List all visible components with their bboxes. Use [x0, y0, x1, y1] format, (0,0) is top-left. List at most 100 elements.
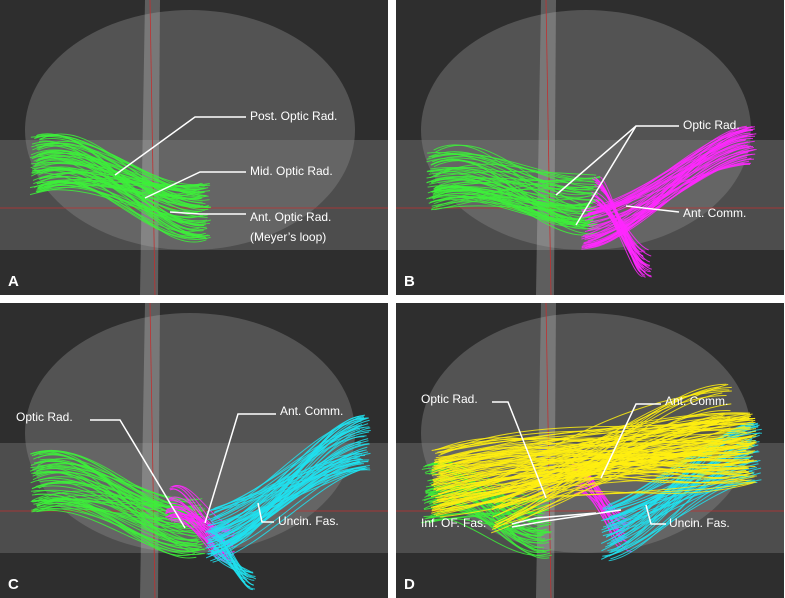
fiber: [430, 205, 591, 211]
structure-label: (Meyer’s loop): [250, 230, 326, 244]
panel: Optic Rad. Ant. Comm. Inf. OF. Fas. Uncin. …: [396, 302, 784, 598]
leader-line: [575, 125, 637, 226]
panel: Post. Optic Rad. Mid. Optic Rad. Ant. Opti…: [0, 0, 388, 296]
fiber: [421, 509, 550, 524]
fiber: [491, 410, 731, 531]
fiber: [586, 144, 748, 240]
fiber: [439, 417, 747, 454]
fiber: [37, 453, 206, 555]
fiber: [426, 494, 552, 524]
fiber: [30, 477, 203, 533]
fiber: [206, 443, 369, 545]
fiber: [494, 439, 723, 495]
structure-label: Ant. Comm.: [280, 404, 343, 418]
leader-line: [90, 419, 186, 529]
fiber: [439, 437, 749, 518]
panel-letter: A: [8, 273, 19, 290]
fiber: [33, 489, 201, 528]
fiber: [215, 549, 254, 574]
fiber: [36, 509, 206, 553]
panel: Optic Rad. Ant. Comm. Uncin. Fas. C: [0, 302, 388, 598]
fiber: [440, 437, 751, 457]
fiber: [596, 203, 652, 257]
fiber: [39, 500, 199, 537]
fiber: [426, 170, 594, 218]
fiber: [494, 389, 730, 496]
fiber: [426, 171, 597, 179]
fiber: [38, 181, 202, 233]
fiber: [211, 418, 365, 553]
fiber: [213, 420, 362, 519]
fiber: [31, 492, 199, 542]
fiber: [429, 166, 596, 195]
fiber: [431, 196, 598, 226]
fiber: [434, 180, 595, 191]
fiber: [427, 187, 594, 224]
structure-label: Ant. Optic Rad.: [250, 210, 331, 224]
fiber: [39, 133, 203, 200]
fiber: [436, 482, 754, 502]
fiber: [431, 444, 750, 486]
red-reference: [149, 302, 156, 598]
fiber: [210, 530, 249, 575]
fiber: [36, 186, 208, 218]
fiber: [595, 191, 649, 251]
leader-line: [144, 171, 246, 199]
fiber: [209, 459, 370, 516]
fiber: [428, 503, 548, 524]
fiber: [31, 481, 196, 510]
fiber: [581, 149, 756, 238]
structure-label: Uncin. Fas.: [278, 514, 339, 528]
fiber: [601, 479, 751, 560]
fiber: [30, 449, 205, 513]
fiber: [589, 163, 751, 227]
fiber: [602, 472, 761, 537]
leader-line: [625, 205, 680, 213]
leader-line: [492, 401, 547, 499]
fiber: [214, 427, 364, 532]
fiber: [34, 159, 202, 219]
fiber: [498, 383, 729, 501]
fiber: [205, 450, 364, 549]
fiber: [38, 497, 200, 541]
fiber: [31, 508, 199, 551]
fiber: [37, 459, 203, 547]
fiber: [209, 453, 361, 542]
structure-label: Ant. Comm.: [683, 206, 746, 220]
fiber: [598, 186, 644, 257]
fiber: [437, 466, 749, 490]
leader-line: [511, 512, 597, 525]
fiber: [496, 417, 731, 516]
brain-slice: [25, 10, 355, 250]
fiber: [431, 450, 756, 487]
fiber: [494, 414, 724, 493]
fiber: [433, 440, 756, 491]
fiber: [35, 468, 202, 515]
fiber: [36, 155, 207, 236]
fiber: [500, 440, 721, 523]
fiber: [36, 158, 204, 232]
red-reference: [545, 0, 552, 296]
fiber: [435, 144, 599, 209]
fiber: [210, 466, 363, 552]
fiber: [583, 135, 756, 237]
fiber: [431, 175, 601, 201]
fiber: [594, 184, 645, 260]
fiber: [433, 185, 600, 205]
panel-letter: D: [404, 576, 415, 593]
fiber: [585, 149, 757, 221]
leader-line: [600, 403, 661, 479]
fiber: [427, 151, 594, 196]
fiber: [491, 435, 730, 508]
fiber: [430, 446, 750, 508]
fiber: [584, 156, 748, 238]
fiber: [210, 426, 370, 511]
fiber: [211, 544, 255, 581]
structure-label: Post. Optic Rad.: [250, 109, 337, 123]
structure-label: Mid. Optic Rad.: [250, 164, 333, 178]
leader-line: [511, 509, 622, 528]
fiber: [213, 417, 370, 530]
fiber: [431, 158, 598, 235]
structure-label: Inf. OF. Fas.: [421, 516, 486, 530]
fiber: [587, 128, 755, 214]
